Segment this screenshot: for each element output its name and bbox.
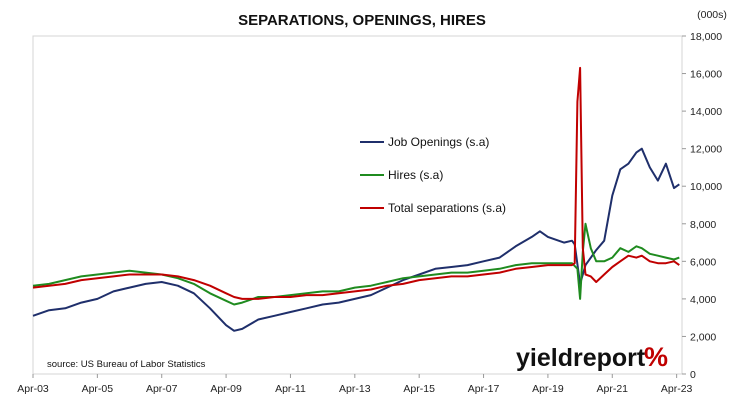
y-tick-label: 18,000 [690,31,722,43]
brand-percent-symbol: % [644,342,668,372]
series-line-hires [32,222,680,306]
y-tick-label: 10,000 [690,181,722,193]
legend-label-job-openings: Job Openings (s.a) [388,135,489,149]
y-axis-unit: (000s) [697,9,727,21]
y-tick-label: 6,000 [690,256,716,268]
source-note: source: US Bureau of Labor Statistics [47,359,206,370]
x-tick-label: Apr-21 [597,383,629,395]
brand-percent-icon: % [644,342,668,372]
series-line-total-separations [32,66,680,300]
y-tick-label: 2,000 [690,331,716,343]
x-tick-label: Apr-11 [275,383,306,395]
x-tick-label: Apr-03 [17,383,49,395]
y-axis: 0 2,000 4,000 6,000 8,000 10,000 12,000 14,000 1… [682,31,722,381]
x-tick-label: Apr-23 [661,383,693,395]
brand-text: yieldreport [516,344,646,372]
plot-area [32,35,683,375]
chart-title: SEPARATIONS, OPENINGS, HIRES [238,12,486,29]
x-tick-label: Apr-05 [82,383,114,395]
y-tick-label: 12,000 [690,144,722,156]
brand-logo: yieldreport % [516,342,668,372]
y-tick-label: 16,000 [690,69,722,81]
x-tick-label: Apr-19 [532,383,564,395]
x-tick-label: Apr-07 [146,383,178,395]
y-tick-label: 4,000 [690,294,716,306]
legend-label-total-separations: Total separations (s.a) [388,201,506,215]
y-tick-label: 14,000 [690,106,722,118]
y-tick-label: 8,000 [690,219,716,231]
legend-label-hires: Hires (s.a) [388,168,443,182]
legend: Job Openings (s.a) Hires (s.a) Total sep… [360,135,506,215]
series-group [32,66,680,332]
x-tick-label: Apr-09 [210,383,242,395]
x-tick-label: Apr-17 [468,383,500,395]
x-tick-label: Apr-15 [403,383,435,395]
x-axis: Apr-03 Apr-05 Apr-07 Apr-09 Apr-11 Apr-13 Apr-… [17,374,693,395]
y-tick-label: 0 [690,369,696,381]
series-line-job-openings [32,147,680,332]
x-tick-label: Apr-13 [339,383,371,395]
